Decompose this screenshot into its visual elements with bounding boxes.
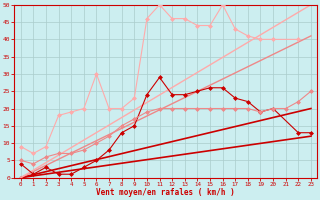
X-axis label: Vent moyen/en rafales ( km/h ): Vent moyen/en rafales ( km/h ) xyxy=(96,188,235,197)
